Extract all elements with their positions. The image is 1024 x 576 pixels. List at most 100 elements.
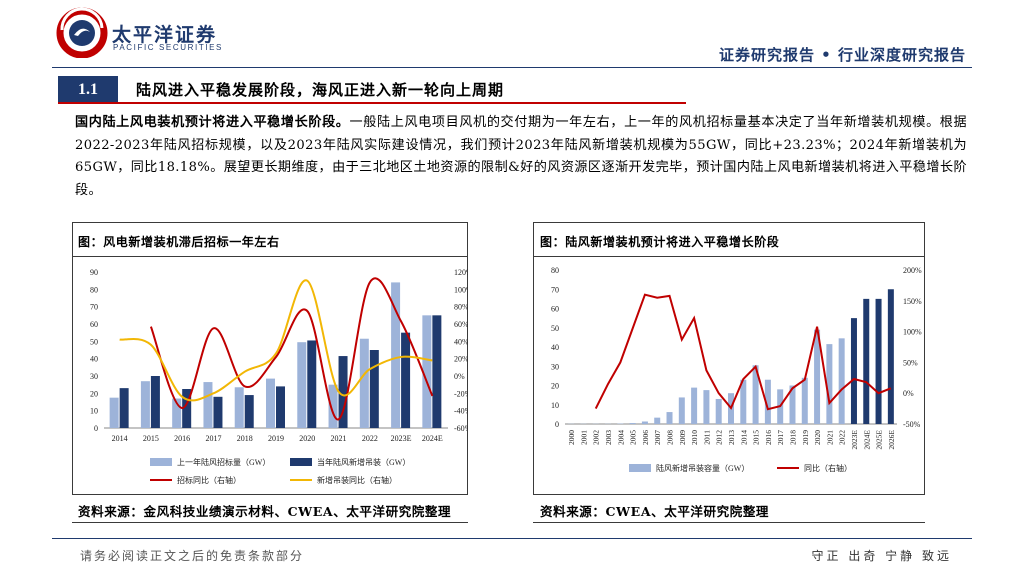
x-tick-label: 2015 bbox=[143, 434, 159, 443]
paragraph-lead: 国内陆上风电装机预计将进入平稳增长阶段。 bbox=[75, 115, 350, 130]
x-tick-label: 2006 bbox=[641, 430, 650, 445]
y-right-tick-label: 150% bbox=[903, 297, 922, 306]
y-left-tick-label: 30 bbox=[551, 362, 559, 371]
bar bbox=[328, 384, 338, 428]
brand-name: 太平洋证券 bbox=[112, 24, 218, 46]
legend-label: 当年陆风新增吊装（GW） bbox=[317, 457, 410, 467]
y-right-tick-label: 120% bbox=[454, 268, 468, 277]
bar bbox=[666, 412, 673, 424]
report-type: 证券研究报告 • 行业深度研究报告 bbox=[718, 46, 966, 64]
y-left-tick-label: 40 bbox=[551, 343, 559, 352]
footer-motto: 守正 出奇 宁静 致远 bbox=[811, 549, 952, 563]
y-right-tick-label: -20% bbox=[454, 389, 468, 398]
x-tick-label: 2004 bbox=[616, 430, 625, 445]
y-left-tick-label: 10 bbox=[551, 401, 559, 410]
legend-swatch bbox=[629, 464, 651, 472]
y-left-tick-label: 70 bbox=[90, 303, 98, 312]
y-left-tick-label: 60 bbox=[551, 305, 559, 314]
y-left-tick-label: 0 bbox=[94, 424, 98, 433]
bar bbox=[276, 386, 285, 428]
section-underline bbox=[58, 102, 686, 104]
x-tick-label: 2002 bbox=[592, 430, 601, 445]
x-tick-label: 2012 bbox=[715, 430, 724, 445]
x-tick-label: 2009 bbox=[678, 430, 687, 445]
company-logo bbox=[56, 7, 108, 58]
x-tick-label: 2024E bbox=[862, 430, 871, 450]
series-line bbox=[594, 293, 892, 411]
right-figure-source-rule bbox=[533, 522, 925, 523]
x-tick-label: 2020 bbox=[299, 434, 315, 443]
bar bbox=[140, 381, 150, 428]
bar bbox=[850, 318, 857, 424]
bar bbox=[764, 379, 771, 424]
bar bbox=[887, 289, 894, 424]
legend-label: 陆风新增吊装容量（GW） bbox=[656, 463, 749, 473]
y-left-tick-label: 40 bbox=[90, 355, 98, 364]
y-left-tick-label: 50 bbox=[551, 324, 559, 333]
x-tick-label: 2019 bbox=[268, 434, 284, 443]
x-tick-label: 2023E bbox=[850, 430, 859, 450]
right-chart: 0 10 20 30 40 50 60 70 80 -50% 0% 50% 100% 150% 200% 20… bbox=[551, 266, 922, 473]
bar bbox=[740, 379, 747, 424]
bar bbox=[244, 395, 254, 428]
x-tick-label: 2026E bbox=[887, 430, 896, 450]
bar bbox=[213, 396, 223, 428]
bar bbox=[266, 378, 275, 428]
bar bbox=[641, 421, 648, 424]
y-left-tick-label: 50 bbox=[90, 337, 98, 346]
y-right-tick-label: 100% bbox=[903, 328, 922, 337]
y-left-tick-label: 80 bbox=[551, 266, 559, 275]
x-tick-label: 2003 bbox=[604, 430, 613, 445]
right-figure-title: 图：陆风新增装机预计将进入平稳增长阶段 bbox=[540, 235, 780, 249]
bar bbox=[422, 315, 432, 428]
x-tick-label: 2014 bbox=[739, 430, 748, 445]
x-tick-label: 2020 bbox=[813, 430, 822, 445]
bar bbox=[789, 385, 796, 424]
legend-swatch bbox=[290, 458, 312, 466]
right-figure-title-rule bbox=[533, 256, 925, 257]
bar bbox=[172, 398, 182, 428]
x-tick-label: 2024E bbox=[422, 434, 443, 443]
y-left-tick-label: 70 bbox=[551, 285, 559, 294]
left-figure-title-rule bbox=[72, 256, 468, 257]
y-left-tick-label: 60 bbox=[90, 320, 98, 329]
bar bbox=[863, 298, 870, 424]
x-tick-label: 2007 bbox=[653, 430, 662, 445]
y-left-tick-label: 20 bbox=[551, 382, 559, 391]
y-right-tick-label: 80% bbox=[454, 303, 468, 312]
y-left-tick-label: 30 bbox=[90, 372, 98, 381]
bar bbox=[401, 332, 411, 428]
paragraph-body: 一般陆上风电项目风机的交付期为一年左右，上一年的风机招标量基本决定了当年新增装机… bbox=[75, 115, 968, 198]
legend-label: 同比（右轴） bbox=[804, 463, 852, 473]
bar bbox=[838, 338, 845, 424]
y-left-tick-label: 0 bbox=[555, 420, 559, 429]
section-number: 1.1 bbox=[58, 76, 118, 103]
x-tick-label: 2008 bbox=[666, 430, 675, 445]
brand-name-english: PACIFIC SECURITIES bbox=[113, 43, 223, 52]
bar bbox=[826, 344, 833, 424]
body-paragraph: 国内陆上风电装机预计将进入平稳增长阶段。一般陆上风电项目风机的交付期为一年左右，… bbox=[75, 112, 967, 202]
x-tick-label: 2001 bbox=[579, 430, 588, 445]
footer-disclaimer: 请务必阅读正文之后的免责条款部分 bbox=[80, 549, 305, 563]
bar bbox=[703, 390, 710, 424]
left-figure-panel bbox=[72, 222, 468, 495]
series-line bbox=[149, 277, 434, 421]
legend-label: 上一年陆风招标量（GW） bbox=[177, 457, 270, 467]
x-tick-label: 2018 bbox=[788, 430, 797, 445]
bar bbox=[715, 398, 722, 424]
legend-label: 招标同比（右轴） bbox=[177, 475, 241, 485]
y-left-tick-label: 20 bbox=[90, 389, 98, 398]
bar bbox=[369, 350, 379, 428]
bar bbox=[814, 329, 821, 424]
left-figure-source-rule bbox=[72, 522, 468, 523]
x-tick-label: 2005 bbox=[629, 430, 638, 445]
y-right-tick-label: -60% bbox=[454, 424, 468, 433]
legend-label: 新增吊装同比（右轴） bbox=[317, 475, 397, 485]
x-tick-label: 2019 bbox=[801, 430, 810, 445]
left-figure-title: 图：风电新增装机滞后招标一年左右 bbox=[78, 235, 280, 249]
bar bbox=[629, 423, 636, 424]
x-tick-label: 2025E bbox=[875, 430, 884, 450]
x-tick-label: 2018 bbox=[237, 434, 253, 443]
x-tick-label: 2016 bbox=[764, 430, 773, 445]
footer-divider bbox=[52, 538, 972, 539]
